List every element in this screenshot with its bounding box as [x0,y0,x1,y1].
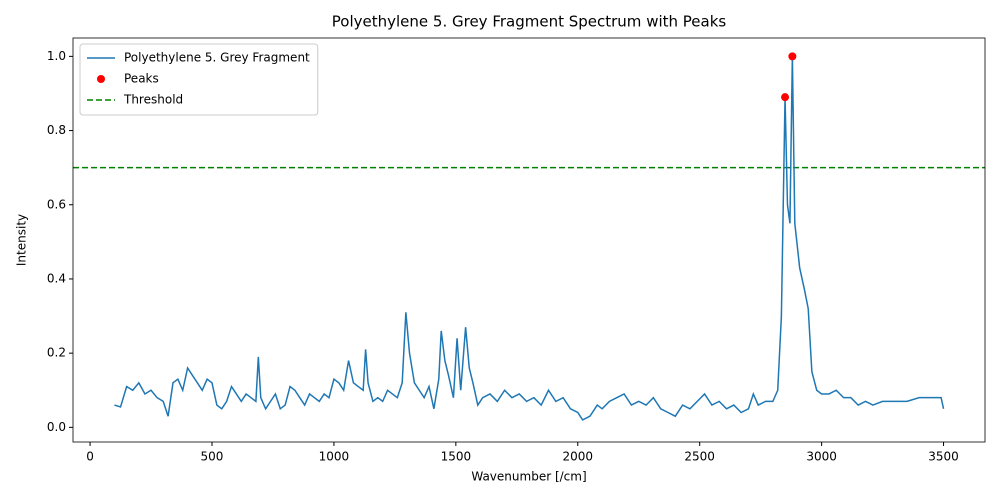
y-tick-label: 0.6 [47,197,66,211]
legend-box [79,43,319,116]
y-tick-label: 0.2 [47,346,66,360]
legend-label: Threshold [123,93,183,107]
x-tick-label: 1000 [319,450,350,464]
x-tick-label: 3000 [806,450,837,464]
peak-point [781,93,790,102]
x-tick-label: 1500 [441,450,472,464]
x-axis-label: Wavenumber [/cm] [471,470,586,484]
legend-label: Peaks [124,72,159,86]
x-tick-label: 3500 [928,450,959,464]
y-tick-label: 1.0 [47,49,66,63]
x-tick-label: 500 [201,450,224,464]
legend-label: Polyethylene 5. Grey Fragment [124,51,310,65]
y-tick-label: 0.0 [47,420,66,434]
y-tick-label: 0.8 [47,123,66,137]
y-tick-label: 0.4 [47,271,66,285]
x-tick-label: 2000 [562,450,593,464]
x-tick-label: 0 [86,450,94,464]
x-tick-label: 2500 [684,450,715,464]
peak-point [788,52,797,61]
legend-swatch [97,75,105,83]
chart-title: Polyethylene 5. Grey Fragment Spectrum w… [332,13,727,31]
plot-frame [72,37,986,443]
y-axis-label: Intensity [15,214,29,266]
spectrum-line [114,56,945,421]
